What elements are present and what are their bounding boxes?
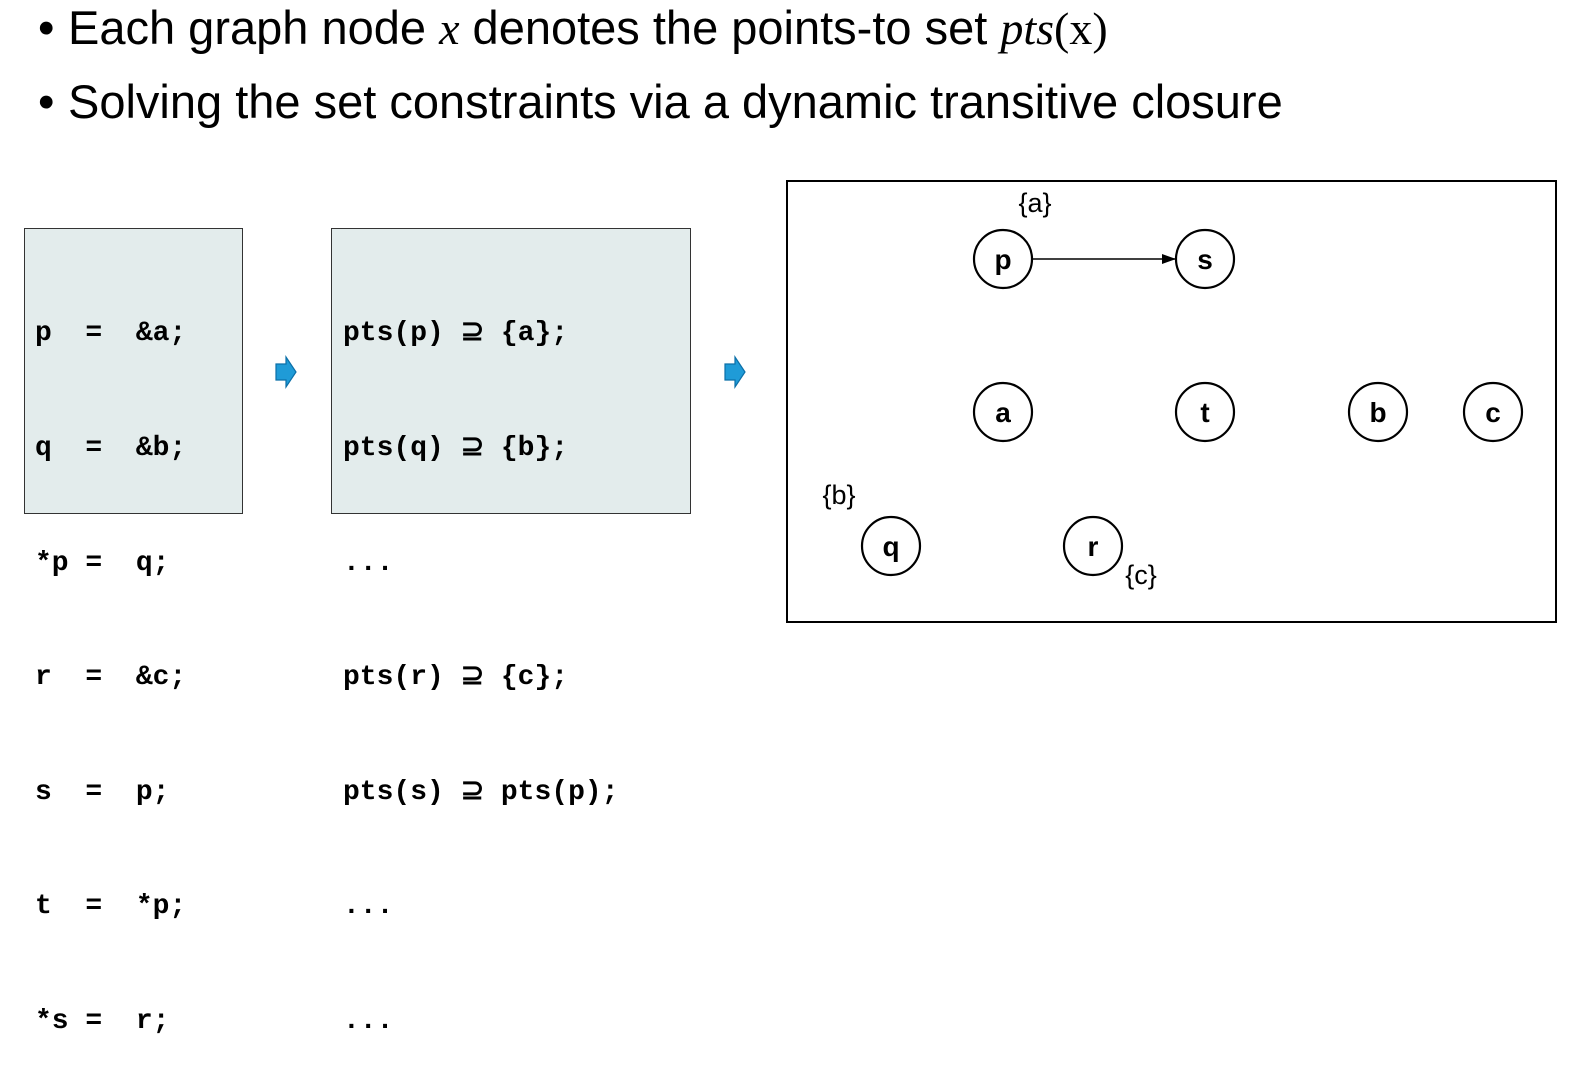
constraint-line: pts(q) ⊇ {b};: [343, 433, 569, 464]
code-line: p = &a;: [35, 318, 187, 350]
node-label: r: [1088, 531, 1099, 562]
math-fn-arg-text: (x): [1054, 3, 1108, 54]
points-to-set-label: {a}: [1018, 188, 1051, 218]
node-s: s: [1174, 228, 1236, 290]
node-circle: [860, 515, 922, 577]
node-label: c: [1485, 397, 1501, 428]
math-fn-arg: (x): [1054, 3, 1108, 54]
node-circle: [1062, 515, 1124, 577]
node-circle: [1174, 381, 1236, 443]
bullet-dot: •: [38, 75, 55, 128]
points-to-set-label: {c}: [1125, 560, 1157, 590]
code-line: r = &c;: [35, 662, 187, 694]
node-b: b: [1347, 381, 1409, 443]
node-c: c: [1462, 381, 1524, 443]
node-circle: [972, 228, 1034, 290]
code-line: *s = r;: [35, 1005, 170, 1037]
node-circle: [972, 381, 1034, 443]
math-var-x: x: [439, 3, 460, 54]
bullet-graph-nodes: • Each graph node x denotes the points-to…: [38, 0, 1108, 57]
code-line: s = p;: [35, 776, 170, 808]
constraint-line: ...: [343, 891, 394, 923]
node-label: t: [1200, 397, 1209, 428]
node-label: q: [882, 531, 899, 562]
node-circle: [1462, 381, 1524, 443]
node-r: r {c}: [1062, 515, 1157, 590]
constraint-line: ...: [343, 547, 394, 579]
bullet-text-part-2: denotes the points-to set: [459, 1, 1001, 54]
code-line: t = *p;: [35, 891, 187, 923]
node-a: a: [972, 381, 1034, 443]
arrow-right-icon: [275, 355, 297, 389]
node-circle: [1347, 381, 1409, 443]
bullet-text: Solving the set constraints via a dynami…: [68, 75, 1283, 128]
math-fn-pts: pts: [1000, 3, 1055, 54]
node-label: s: [1197, 244, 1213, 275]
node-t: t: [1174, 381, 1236, 443]
node-p: p{a}: [972, 188, 1052, 290]
bullet-text-part-1: Each graph node: [68, 1, 440, 54]
node-label: a: [995, 397, 1011, 428]
node-circle: [1174, 228, 1236, 290]
constraint-line: pts(p) ⊇ {a};: [343, 318, 569, 350]
node-q: q {b}: [822, 480, 922, 577]
bullet-transitive-closure: • Solving the set constraints via a dynam…: [38, 74, 1283, 130]
arrow-right-icon: [724, 355, 746, 389]
points-to-set-label: {b}: [822, 480, 855, 510]
constraint-graph: p{a} s a t b c q {b} r {c}: [822, 188, 1524, 590]
constraint-line: ...: [343, 1005, 394, 1037]
constraint-graph-frame: p {a} s a t b c q {b} r {c}: [786, 180, 1557, 623]
node-label: b: [1369, 397, 1386, 428]
set-constraints-box: pts(p) ⊇ {a}; pts(q) ⊇ {b}; ... pts(r) ⊇…: [331, 228, 691, 1037]
constraint-line: pts(r) ⊇ {c};: [343, 662, 569, 694]
constraint-line: pts(s) ⊇ pts(p);: [343, 776, 619, 808]
node-label: p: [994, 244, 1011, 275]
bullet-dot: •: [38, 1, 55, 54]
code-statements-box: p = &a; q = &b; *p = q; r = &c; s = p; t…: [24, 228, 243, 1037]
code-line: *p = q;: [35, 547, 170, 579]
code-line: q = &b;: [35, 433, 187, 464]
